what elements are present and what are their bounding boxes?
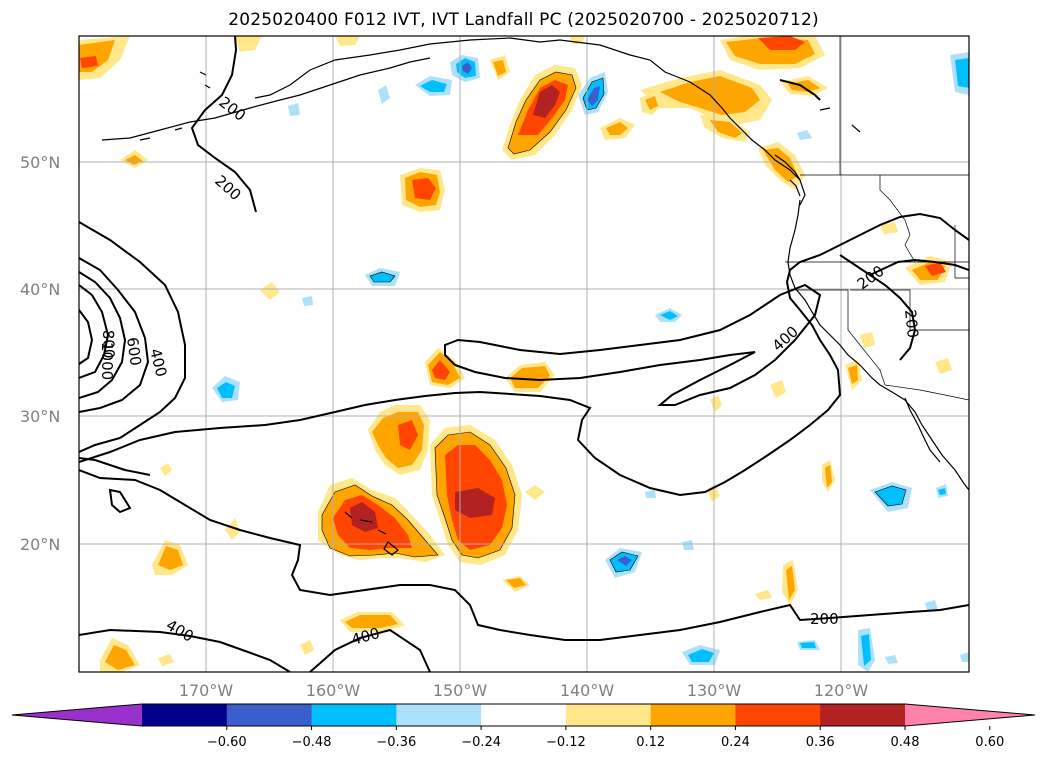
colorbar-segment (226, 704, 313, 726)
colorbar-tick-label: −0.60 (207, 735, 247, 750)
colorbar-tick-label: −0.48 (292, 735, 332, 750)
colorbar-tick-label: 0.12 (636, 735, 665, 750)
colorbar-segment (735, 704, 821, 726)
lon-label-160w: 160°W (306, 681, 361, 700)
lat-label-50n: 50°N (20, 153, 60, 172)
colorbar-tick-label: 0.48 (891, 735, 920, 750)
latitude-labels: 50°N 40°N 30°N 20°N (20, 153, 60, 554)
longitude-labels: 170°W 160°W 150°W 140°W 130°W 120°W (179, 681, 869, 700)
colorbar-segment (142, 704, 228, 726)
map-panel: 200 200 800 1000 600 400 400 400 400 200… (79, 36, 969, 672)
lon-label-150w: 150°W (433, 681, 488, 700)
colorbar-tick-label: 0.24 (721, 735, 750, 750)
colorbar-segment (396, 704, 482, 726)
colorbar-segment (311, 704, 397, 726)
ivt-positive-anomalies (79, 36, 952, 672)
colorbar-outline (11, 703, 1036, 727)
colorbar-segment (820, 704, 906, 726)
lon-label-130w: 130°W (687, 681, 742, 700)
lon-label-170w: 170°W (179, 681, 234, 700)
contour-label-800: 800 (99, 330, 118, 359)
lat-label-40n: 40°N (20, 280, 60, 299)
lon-label-140w: 140°W (560, 681, 615, 700)
colorbar-extend-max (905, 704, 1035, 726)
colorbar-segment (565, 704, 652, 726)
colorbar-tick-label: −0.24 (461, 735, 501, 750)
colorbar-segment (650, 704, 736, 726)
colorbar-tick-label: −0.12 (546, 735, 586, 750)
colorbar: −0.60 −0.48 −0.36 −0.24 −0.12 0.12 0.24 0.36 0.4… (11, 703, 1036, 750)
colorbar-tick-label: 0.36 (806, 735, 835, 750)
colorbar-segment (481, 704, 567, 726)
ivt-contours (79, 36, 969, 672)
coastlines (101, 37, 969, 556)
contour-label-600: 600 (123, 336, 145, 367)
map-title: 2025020400 F012 IVT, IVT Landfall PC (20… (228, 10, 819, 30)
lat-label-20n: 20°N (20, 535, 60, 554)
colorbar-tick-label: 0.60 (975, 735, 1004, 750)
lon-label-120w: 120°W (814, 681, 869, 700)
ivt-negative-anomalies (212, 52, 969, 672)
contour-label-1000: 1000 (98, 342, 116, 380)
colorbar-tick-label: −0.36 (376, 735, 416, 750)
lat-label-30n: 30°N (20, 407, 60, 426)
colorbar-extend-min (12, 704, 142, 726)
contour-label-200-e2: 200 (901, 309, 922, 339)
contour-label-200-se: 200 (810, 610, 839, 628)
anomaly-outlines (321, 71, 907, 573)
map-frame (78, 35, 970, 673)
